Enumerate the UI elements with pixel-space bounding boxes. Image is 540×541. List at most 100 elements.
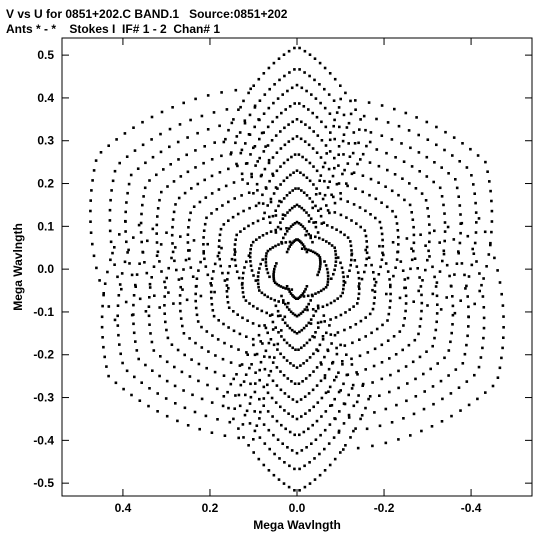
- uv-point: [89, 220, 92, 223]
- uv-point: [284, 241, 288, 244]
- uv-point: [500, 292, 503, 296]
- uv-point: [375, 117, 378, 121]
- uv-point: [422, 407, 426, 411]
- uv-point: [407, 343, 411, 347]
- uv-point: [113, 263, 116, 266]
- uv-point: [307, 392, 311, 395]
- uv-point: [259, 410, 262, 414]
- uv-point: [279, 130, 282, 133]
- uv-point: [367, 256, 371, 259]
- uv-point: [165, 231, 168, 234]
- uv-point: [314, 221, 318, 224]
- uv-point: [397, 243, 400, 246]
- uv-point: [373, 411, 376, 414]
- uv-point: [433, 161, 436, 164]
- uv-point: [490, 199, 493, 203]
- uv-point: [139, 221, 143, 225]
- uv-point: [295, 118, 299, 121]
- uv-point: [440, 420, 444, 423]
- uv-point: [134, 283, 137, 287]
- uv-point: [346, 200, 349, 203]
- uv-point: [364, 368, 367, 371]
- uv-point: [268, 447, 271, 451]
- uv-point: [340, 266, 344, 270]
- uv-point: [288, 245, 291, 248]
- uv-point: [247, 254, 251, 257]
- uv-point: [339, 97, 342, 101]
- uv-point: [272, 61, 276, 65]
- uv-point: [314, 235, 317, 239]
- uv-point: [354, 108, 357, 111]
- uv-point: [174, 203, 177, 206]
- uv-point: [164, 397, 168, 400]
- uv-point: [242, 209, 245, 213]
- uv-point: [420, 192, 424, 195]
- uv-point: [447, 172, 450, 175]
- uv-point: [264, 349, 268, 353]
- uv-point: [500, 356, 503, 360]
- uv-point: [257, 333, 261, 337]
- uv-point: [212, 314, 216, 318]
- uv-point: [297, 313, 301, 317]
- uv-point: [107, 144, 110, 147]
- uv-point: [305, 446, 308, 449]
- uv-point: [325, 204, 328, 207]
- uv-point: [210, 431, 214, 434]
- uv-point: [188, 337, 191, 340]
- uv-point: [501, 346, 504, 350]
- uv-point: [167, 291, 170, 294]
- uv-point: [113, 169, 117, 173]
- uv-point: [283, 321, 287, 325]
- uv-point: [438, 186, 442, 190]
- uv-point: [145, 271, 149, 275]
- uv-point: [194, 166, 197, 169]
- uv-point: [262, 385, 266, 389]
- uv-point: [385, 151, 388, 155]
- uv-point: [200, 325, 203, 329]
- uv-point: [256, 275, 260, 278]
- uv-point: [349, 99, 352, 103]
- uv-point: [274, 326, 277, 329]
- uv-point: [258, 289, 261, 292]
- uv-point: [458, 241, 462, 245]
- uv-point: [365, 240, 368, 243]
- uv-point: [380, 201, 383, 204]
- uv-point: [301, 292, 305, 295]
- uv-point: [266, 125, 270, 129]
- uv-point: [451, 154, 454, 157]
- uv-point: [126, 191, 129, 195]
- uv-point: [238, 131, 242, 134]
- uv-point: [333, 201, 337, 205]
- uv-point: [309, 322, 313, 325]
- uv-point: [300, 449, 304, 452]
- uv-point: [284, 232, 287, 236]
- uv-point: [116, 314, 119, 318]
- uv-point: [244, 393, 247, 397]
- uv-point: [302, 344, 306, 347]
- uv-point: [285, 227, 288, 230]
- uv-point: [241, 423, 245, 426]
- uv-point: [244, 142, 247, 145]
- uv-point: [380, 377, 384, 381]
- uv-point: [466, 334, 469, 338]
- uv-point: [343, 328, 346, 332]
- uv-point: [312, 130, 315, 133]
- uv-point: [378, 394, 381, 397]
- uv-point: [435, 320, 438, 324]
- uv-point: [269, 369, 273, 373]
- uv-point: [220, 246, 223, 250]
- uv-point: [277, 284, 281, 287]
- uv-point: [141, 251, 145, 254]
- uv-point: [262, 423, 266, 426]
- uv-point: [315, 348, 318, 351]
- uv-point: [285, 305, 289, 309]
- uv-point: [249, 264, 253, 268]
- uv-point: [425, 155, 429, 159]
- uv-point: [220, 154, 223, 158]
- uv-point: [159, 150, 163, 154]
- uv-point: [233, 258, 237, 262]
- uv-point: [302, 295, 306, 298]
- uv-point: [164, 286, 167, 289]
- y-tick-label: -0.2: [33, 348, 54, 362]
- uv-point: [361, 190, 364, 194]
